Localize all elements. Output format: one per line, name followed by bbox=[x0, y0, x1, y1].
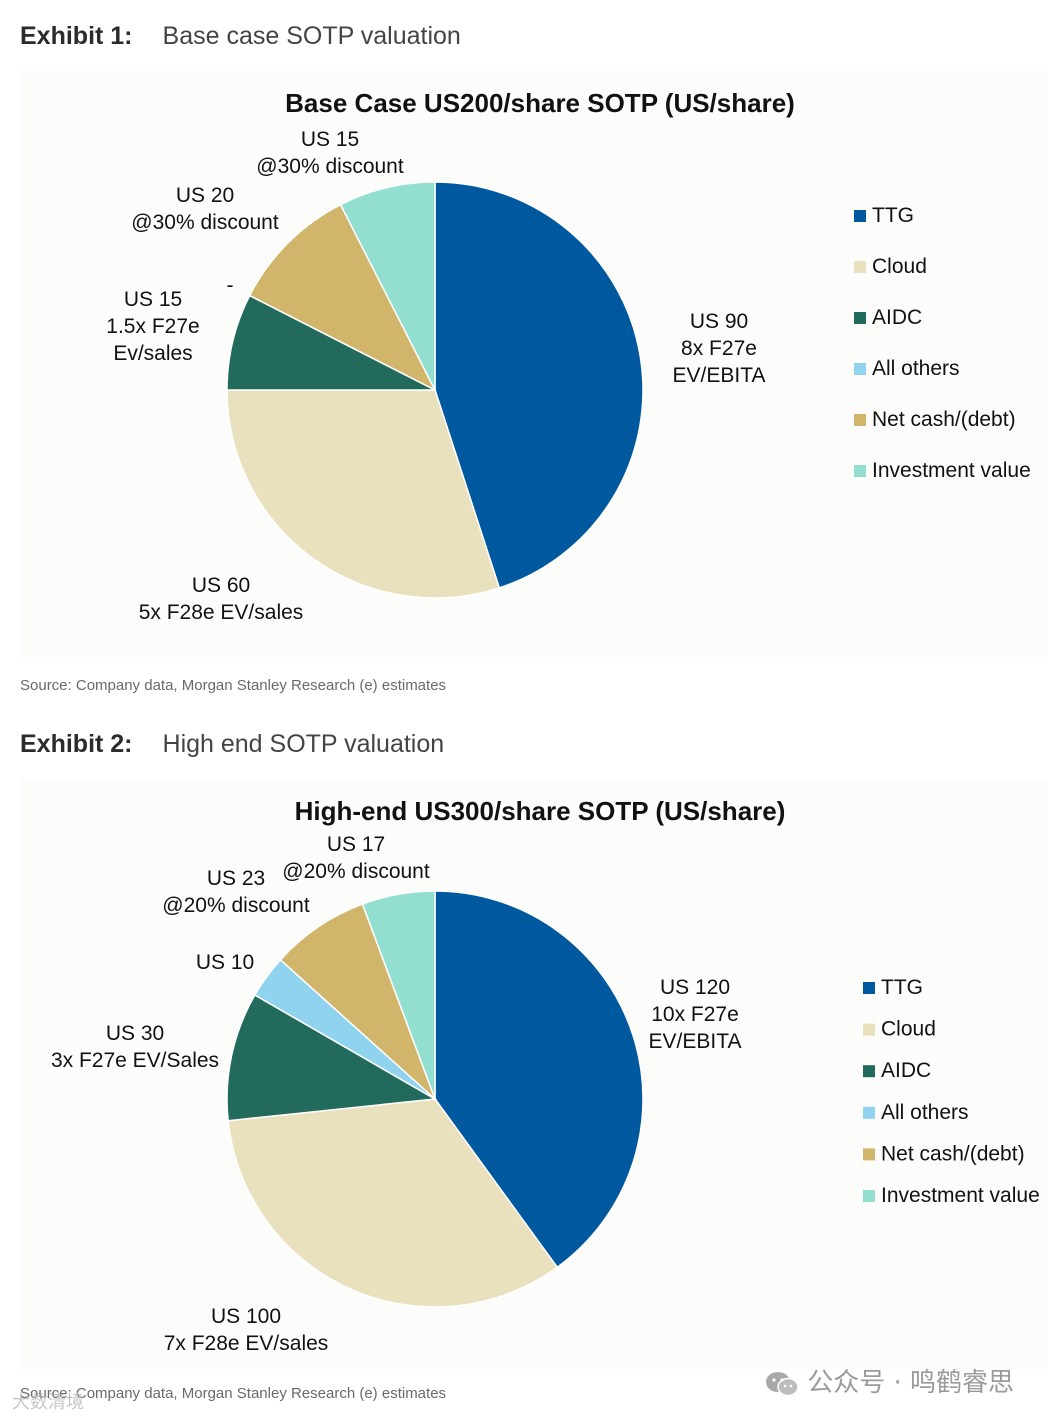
legend-label-investment-value: Investment value bbox=[881, 1184, 1040, 1207]
data-label-net-cash-debt: US 20 @30% discount bbox=[131, 184, 279, 234]
data-label-net-cash-debt: US 23 @20% discount bbox=[162, 867, 310, 917]
exhibit-1-title: Base case SOTP valuation bbox=[162, 22, 461, 50]
data-label-ttg: US 120 10x F27e EV/EBITA bbox=[649, 976, 742, 1053]
legend-swatch-cloud bbox=[863, 1023, 875, 1036]
pie-slice-aidc bbox=[226, 993, 438, 1122]
pie-slice-aidc bbox=[226, 294, 436, 391]
data-label-aidc: US 30 3x F27e EV/Sales bbox=[51, 1022, 219, 1072]
chart-title: High-end US300/share SOTP (US/share) bbox=[295, 796, 786, 826]
pie-slice-net-cash-debt bbox=[248, 203, 437, 392]
legend-swatch-investment-value bbox=[854, 465, 866, 477]
legend-label-investment-value: Investment value bbox=[872, 459, 1031, 482]
legend-swatch-ttg bbox=[863, 982, 875, 994]
legend-swatch-investment-value bbox=[863, 1190, 875, 1202]
pie-slice-cloud bbox=[226, 389, 501, 599]
exhibit-1-source: Source: Company data, Morgan Stanley Res… bbox=[20, 677, 447, 694]
exhibit-2-source: Source: Company data, Morgan Stanley Res… bbox=[20, 1385, 447, 1402]
chart-panel-2: High-end US300/share SOTP (US/share) US 1… bbox=[20, 778, 1048, 1370]
pie-chart-base-case: Base Case US200/share SOTP (US/share) US … bbox=[106, 88, 1031, 624]
legend-label-cloud: Cloud bbox=[872, 255, 927, 278]
pie-slice-investment-value bbox=[361, 890, 436, 1100]
pie-slice-ttg bbox=[434, 181, 644, 589]
data-label-investment-value: US 17 @20% discount bbox=[282, 833, 430, 883]
data-label-ttg: US 90 8x F27e EV/EBITA bbox=[673, 310, 766, 387]
pie-slice-investment-value bbox=[339, 181, 436, 391]
pie-slice-ttg bbox=[434, 890, 644, 1269]
exhibit-2-title: High end SOTP valuation bbox=[162, 730, 445, 758]
legend-label-net-cash-debt: Net cash/(debt) bbox=[881, 1142, 1025, 1165]
data-label-all-others: US 10 bbox=[196, 951, 254, 974]
legend-label-aidc: AIDC bbox=[872, 306, 922, 329]
legend-label-ttg: TTG bbox=[872, 204, 914, 227]
data-label-cloud: US 60 5x F28e EV/sales bbox=[139, 574, 304, 624]
data-label-investment-value: US 15 @30% discount bbox=[256, 128, 404, 178]
watermark: 公众号 · 鸣鹤睿思 bbox=[765, 1362, 1014, 1399]
watermark-text: 公众号 · 鸣鹤睿思 bbox=[807, 1368, 1014, 1398]
exhibit-2-heading: Exhibit 2: High end SOTP valuation bbox=[20, 730, 444, 759]
legend-label-all-others: All others bbox=[872, 357, 960, 380]
exhibit-1-heading: Exhibit 1: Base case SOTP valuation bbox=[20, 22, 461, 51]
data-label-cloud: US 100 7x F28e EV/sales bbox=[164, 1305, 329, 1355]
legend-swatch-ttg bbox=[854, 210, 866, 222]
legend-label-ttg: TTG bbox=[881, 976, 923, 999]
watermark-left: 大数清境 bbox=[12, 1392, 84, 1413]
exhibit-2-number: Exhibit 2: bbox=[20, 730, 133, 758]
pie-slice-net-cash-debt bbox=[279, 903, 436, 1100]
legend-swatch-aidc bbox=[863, 1065, 875, 1078]
legend-swatch-aidc bbox=[854, 312, 866, 324]
chart-title: Base Case US200/share SOTP (US/share) bbox=[285, 88, 795, 118]
wechat-icon bbox=[766, 1371, 799, 1396]
legend-label-net-cash-debt: Net cash/(debt) bbox=[872, 408, 1016, 431]
chart-panel-1: Base Case US200/share SOTP (US/share) US … bbox=[20, 70, 1048, 658]
legend-swatch-all-others bbox=[854, 363, 866, 375]
data-label-aidc: US 15 1.5x F27e Ev/sales bbox=[106, 288, 199, 365]
legend-swatch-net-cash-debt bbox=[854, 414, 866, 426]
exhibit-1-number: Exhibit 1: bbox=[20, 22, 133, 50]
legend-swatch-cloud bbox=[854, 261, 866, 273]
data-label-all-others: - bbox=[227, 274, 234, 297]
pie-chart-high-end: High-end US300/share SOTP (US/share) US 1… bbox=[51, 796, 1040, 1355]
legend-label-aidc: AIDC bbox=[881, 1059, 931, 1082]
legend-swatch-net-cash-debt bbox=[863, 1148, 875, 1161]
legend-label-all-others: All others bbox=[881, 1101, 969, 1124]
pie-slice-cloud bbox=[227, 1098, 559, 1308]
legend-label-cloud: Cloud bbox=[881, 1018, 936, 1041]
legend-swatch-all-others bbox=[863, 1106, 875, 1119]
